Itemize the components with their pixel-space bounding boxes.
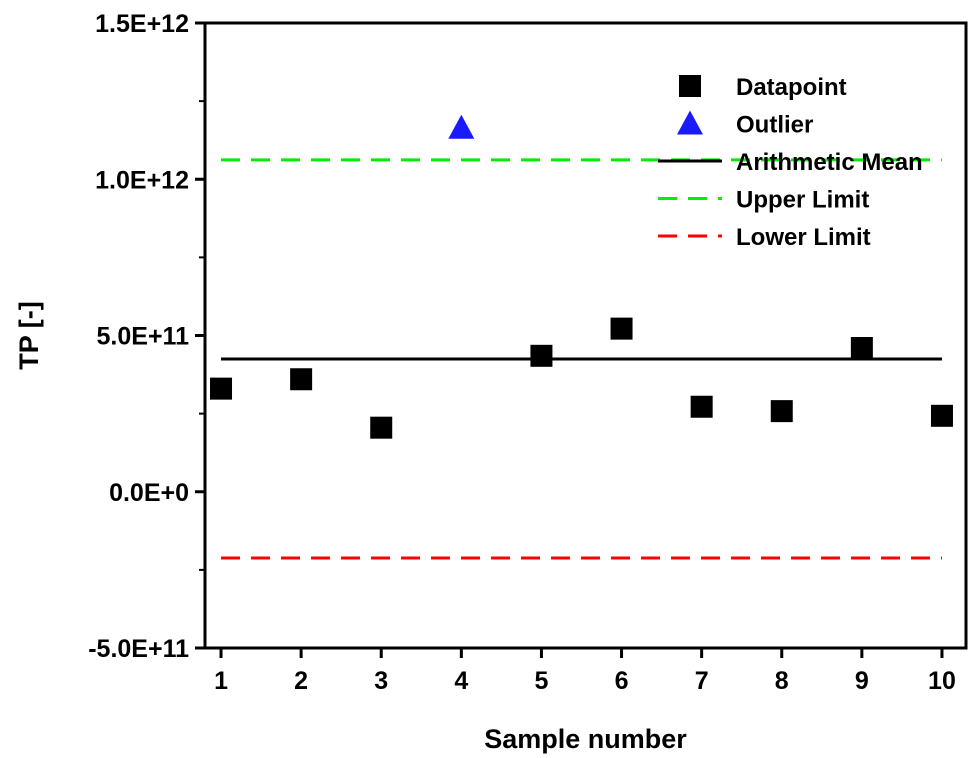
legend-item: Upper Limit: [658, 187, 869, 214]
legend: Datapoint Outlier Arithmetic Mean Upper Lim…: [658, 74, 923, 251]
datapoint-marker: [370, 416, 393, 439]
y-tick-label: 1.5E+12: [95, 10, 189, 38]
x-axis-title: Sample number: [484, 724, 687, 754]
datapoint-marker: [690, 395, 713, 418]
datapoint-marker: [290, 368, 313, 391]
datapoint-marker: [850, 337, 873, 359]
y-tick-label: 1.0E+12: [95, 166, 189, 194]
x-tick-label: 3: [374, 667, 388, 695]
datapoint-marker: [530, 344, 553, 367]
x-tick-label: 10: [928, 667, 956, 695]
datapoint-marker: [210, 377, 233, 400]
legend-square-swatch: [679, 75, 701, 97]
x-tick-label: 8: [775, 667, 789, 695]
plot-area: [210, 114, 953, 560]
legend-label: Upper Limit: [736, 187, 869, 214]
y-tick-label: 5.0E+11: [97, 323, 190, 351]
x-tick-label: 7: [695, 667, 709, 695]
y-axis-title: TP [-]: [14, 301, 44, 370]
datapoint-marker: [610, 317, 633, 340]
x-tick-label: 5: [534, 667, 548, 695]
plot-frame: [203, 21, 968, 650]
y-tick-label: 0.0E+0: [109, 479, 189, 507]
x-tick-label: 1: [214, 667, 228, 695]
legend-item: Datapoint: [679, 74, 847, 101]
legend-label: Outlier: [736, 112, 813, 139]
legend-label: Lower Limit: [736, 224, 871, 251]
datapoint-marker: [770, 400, 793, 423]
outlier-marker: [448, 114, 475, 139]
legend-item: Lower Limit: [658, 224, 871, 251]
x-tick-label: 6: [615, 667, 629, 695]
legend-label: Arithmetic Mean: [736, 149, 923, 176]
legend-triangle-swatch: [677, 110, 703, 135]
x-tick-label: 9: [855, 667, 869, 695]
axes: -5.0E+11 0.0E+0 5.0E+11 1.0E+12 1.5E+12 1 2 3 4 5…: [88, 10, 968, 695]
x-tick-label: 4: [454, 667, 468, 695]
legend-label: Datapoint: [736, 74, 847, 101]
y-tick-label: -5.0E+11: [88, 635, 189, 663]
x-tick-label: 2: [294, 667, 308, 695]
legend-item: Outlier: [677, 110, 813, 139]
legend-item: Arithmetic Mean: [658, 149, 923, 176]
datapoint-marker: [930, 404, 953, 427]
